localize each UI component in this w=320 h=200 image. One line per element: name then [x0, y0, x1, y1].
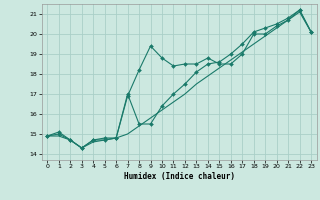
X-axis label: Humidex (Indice chaleur): Humidex (Indice chaleur): [124, 172, 235, 181]
